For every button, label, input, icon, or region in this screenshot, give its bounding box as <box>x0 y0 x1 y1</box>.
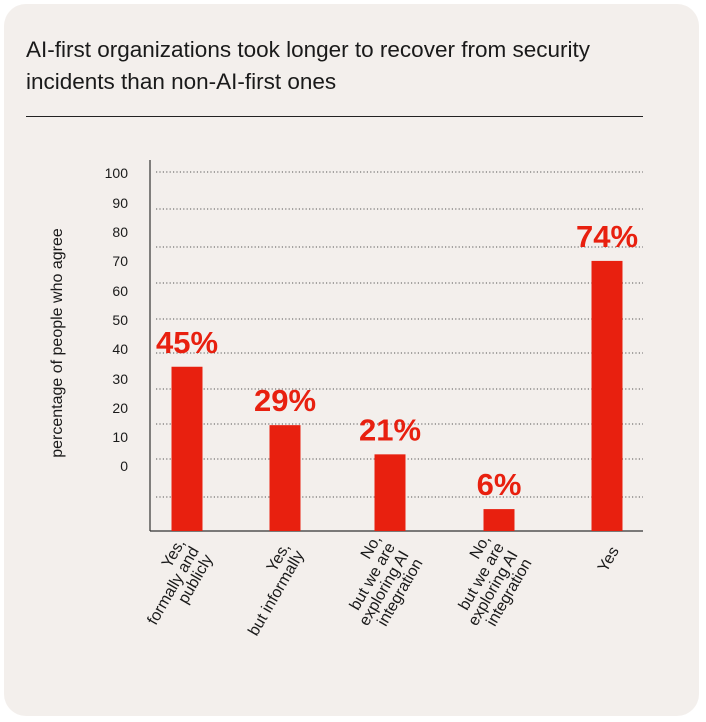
y-tick-label: 0 <box>120 458 128 474</box>
bar-3 <box>374 454 406 531</box>
bar-4 <box>483 509 515 531</box>
value-label-5: 74% <box>576 219 638 254</box>
y-tick-label: 60 <box>112 283 128 299</box>
title-divider <box>26 116 643 117</box>
chart-card <box>4 4 699 716</box>
bar-2 <box>269 425 301 531</box>
chart-title: AI-first organizations took longer to re… <box>26 37 590 94</box>
y-tick-label: 30 <box>112 371 128 387</box>
y-tick-label: 80 <box>112 224 128 240</box>
value-label-2: 29% <box>254 383 316 418</box>
y-tick-label: 70 <box>112 253 128 269</box>
y-tick-label: 100 <box>105 165 129 181</box>
y-tick-label: 10 <box>112 429 128 445</box>
value-label-1: 45% <box>156 325 218 360</box>
y-tick-label: 50 <box>112 312 128 328</box>
y-tick-label: 40 <box>112 341 128 357</box>
bar-5 <box>591 260 623 531</box>
value-label-3: 21% <box>359 412 421 447</box>
category-label-line: Yes <box>595 544 623 575</box>
category-label-5: Yes <box>595 544 623 575</box>
category-label-2: Yes,but informally <box>245 540 307 639</box>
y-tick-label: 20 <box>112 400 128 416</box>
value-label-4: 6% <box>477 467 522 502</box>
bar-1 <box>171 366 203 531</box>
y-tick-label: 90 <box>112 195 128 211</box>
